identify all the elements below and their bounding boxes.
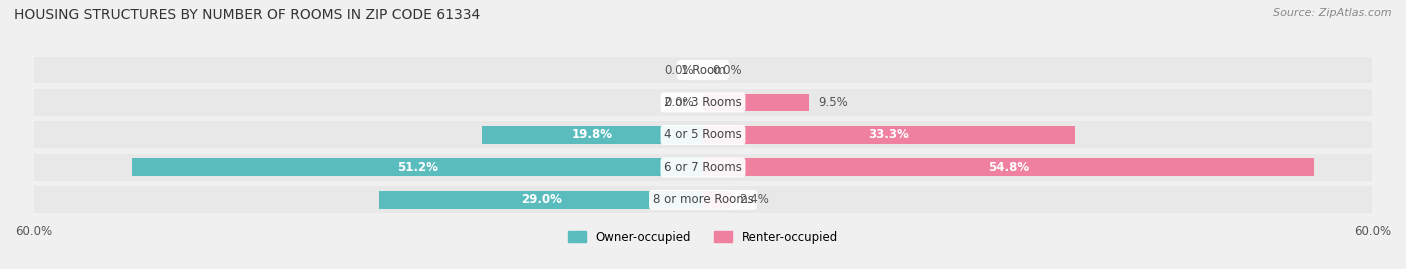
Bar [482, 126, 703, 144]
Text: 0.0%: 0.0% [665, 96, 695, 109]
Bar [703, 126, 1074, 144]
Text: 4 or 5 Rooms: 4 or 5 Rooms [664, 129, 742, 141]
Text: 33.3%: 33.3% [869, 129, 910, 141]
Bar [703, 154, 1372, 181]
Bar [34, 56, 703, 83]
Legend: Owner-occupied, Renter-occupied: Owner-occupied, Renter-occupied [564, 226, 842, 248]
Text: 19.8%: 19.8% [572, 129, 613, 141]
Text: 8 or more Rooms: 8 or more Rooms [652, 193, 754, 206]
Bar [380, 191, 703, 209]
Text: 51.2%: 51.2% [396, 161, 437, 174]
Bar [34, 186, 703, 213]
Text: 9.5%: 9.5% [818, 96, 848, 109]
Bar [703, 122, 1372, 148]
Bar [34, 89, 703, 116]
Bar [34, 154, 703, 181]
Bar [703, 56, 1372, 83]
Text: 2.4%: 2.4% [738, 193, 769, 206]
Text: 54.8%: 54.8% [988, 161, 1029, 174]
Text: 6 or 7 Rooms: 6 or 7 Rooms [664, 161, 742, 174]
Text: 2 or 3 Rooms: 2 or 3 Rooms [664, 96, 742, 109]
Bar [132, 158, 703, 176]
Bar [703, 158, 1315, 176]
Text: HOUSING STRUCTURES BY NUMBER OF ROOMS IN ZIP CODE 61334: HOUSING STRUCTURES BY NUMBER OF ROOMS IN… [14, 8, 481, 22]
Text: 0.0%: 0.0% [665, 63, 695, 76]
Text: 1 Room: 1 Room [681, 63, 725, 76]
Text: Source: ZipAtlas.com: Source: ZipAtlas.com [1274, 8, 1392, 18]
Bar [703, 94, 808, 111]
Bar [703, 89, 1372, 116]
Bar [703, 191, 730, 209]
Bar [34, 122, 703, 148]
Bar [703, 186, 1372, 213]
Text: 0.0%: 0.0% [711, 63, 741, 76]
Text: 29.0%: 29.0% [520, 193, 561, 206]
